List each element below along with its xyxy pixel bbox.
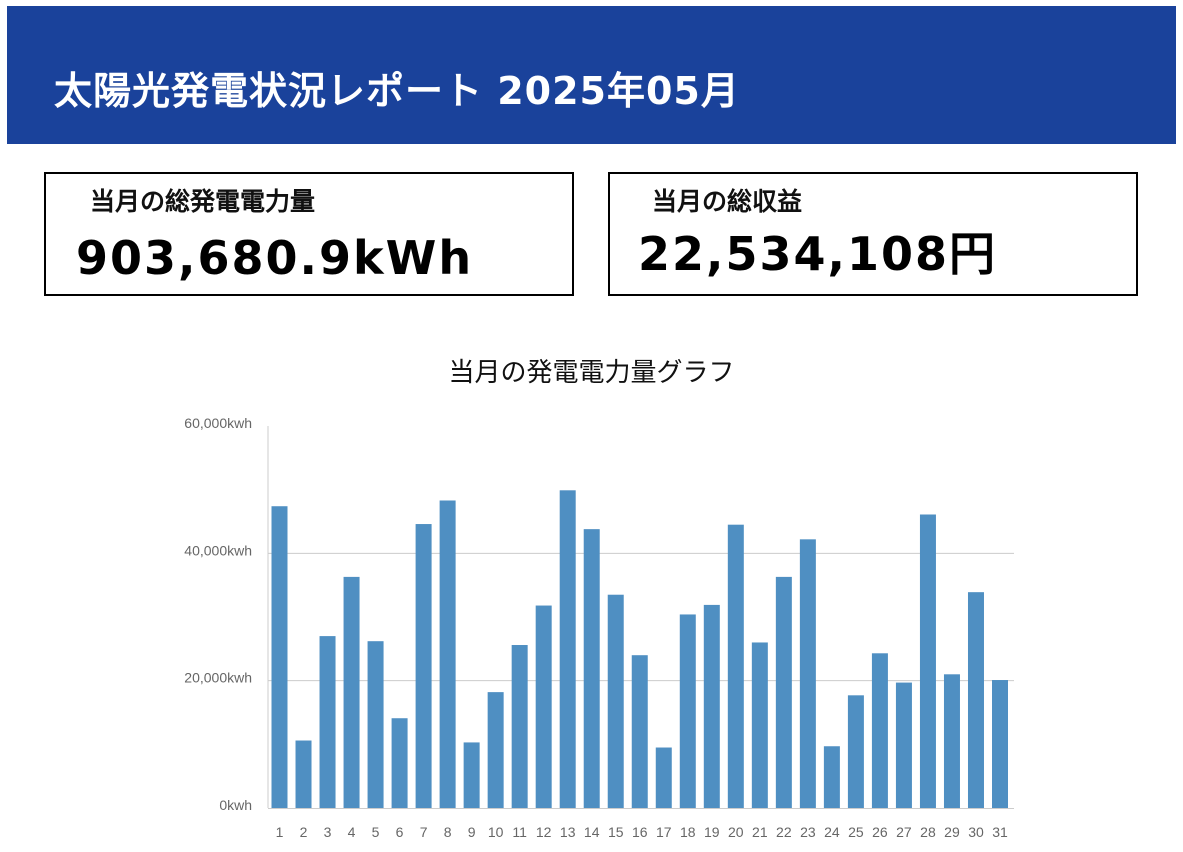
- bar-day-4: [343, 576, 360, 808]
- bar-day-7: [415, 524, 432, 808]
- bar-day-1: [271, 506, 288, 808]
- x-tick-label: 5: [372, 824, 380, 840]
- total-revenue-label: 当月の総収益: [652, 187, 803, 216]
- bar-day-19: [703, 604, 720, 808]
- chart-title: 当月の発電電力量グラフ: [448, 358, 735, 388]
- x-tick-label: 22: [776, 824, 792, 840]
- x-tick-label: 9: [468, 824, 476, 840]
- total-energy-label: 当月の総発電電力量: [90, 187, 316, 216]
- y-tick-label: 40,000kwh: [184, 542, 252, 558]
- total-energy-card: 当月の総発電電力量 903,680.9kWh: [44, 172, 574, 296]
- bar-day-6: [391, 718, 408, 808]
- bar-day-2: [295, 740, 312, 808]
- x-tick-label: 16: [632, 824, 648, 840]
- bar-day-31: [992, 680, 1008, 808]
- report-header: 太陽光発電状況レポート 2025年05月: [7, 6, 1176, 144]
- x-tick-label: 1: [276, 824, 284, 840]
- x-tick-label: 24: [824, 824, 840, 840]
- bar-day-11: [511, 645, 528, 808]
- x-tick-label: 3: [324, 824, 332, 840]
- bar-day-10: [487, 692, 504, 808]
- x-tick-label: 12: [536, 824, 552, 840]
- x-tick-label: 25: [848, 824, 864, 840]
- x-tick-label: 8: [444, 824, 452, 840]
- bar-day-5: [367, 641, 384, 808]
- bar-day-21: [751, 642, 768, 808]
- x-tick-label: 28: [920, 824, 936, 840]
- bar-day-8: [439, 500, 456, 808]
- x-tick-label: 30: [968, 824, 984, 840]
- bar-day-20: [727, 524, 744, 808]
- x-tick-label: 21: [752, 824, 768, 840]
- bar-day-23: [799, 539, 816, 808]
- bar-day-9: [463, 742, 480, 808]
- bar-day-17: [655, 747, 672, 808]
- bar-day-18: [679, 614, 696, 808]
- bar-day-13: [559, 490, 576, 808]
- bar-day-26: [871, 653, 888, 808]
- x-tick-label: 23: [800, 824, 816, 840]
- x-tick-label: 10: [488, 824, 504, 840]
- x-tick-label: 26: [872, 824, 888, 840]
- y-tick-label: 20,000kwh: [184, 670, 252, 686]
- x-tick-label: 27: [896, 824, 912, 840]
- x-tick-label: 13: [560, 824, 576, 840]
- bar-day-28: [919, 514, 936, 808]
- bar-day-22: [775, 576, 792, 808]
- y-tick-label: 0kwh: [219, 797, 252, 813]
- bar-day-24: [823, 746, 840, 808]
- x-tick-label: 17: [656, 824, 672, 840]
- bar-day-16: [631, 655, 648, 808]
- x-tick-label: 18: [680, 824, 696, 840]
- x-tick-label: 2: [300, 824, 308, 840]
- bar-day-25: [847, 695, 864, 808]
- x-tick-label: 6: [396, 824, 404, 840]
- bar-day-30: [967, 592, 984, 808]
- bar-day-27: [895, 682, 912, 808]
- x-tick-label: 31: [992, 824, 1008, 840]
- x-tick-label: 11: [512, 824, 527, 840]
- total-revenue-value: 22,534,108円: [638, 227, 998, 281]
- bar-day-29: [943, 674, 960, 808]
- y-tick-label: 60,000kwh: [184, 415, 252, 431]
- bar-day-12: [535, 605, 552, 808]
- report-title: 太陽光発電状況レポート 2025年05月: [54, 69, 740, 113]
- x-tick-label: 20: [728, 824, 744, 840]
- total-revenue-card: 当月の総収益 22,534,108円: [608, 172, 1138, 296]
- x-tick-label: 4: [348, 824, 356, 840]
- bar-day-14: [583, 529, 600, 808]
- x-tick-label: 29: [944, 824, 960, 840]
- x-tick-label: 15: [608, 824, 624, 840]
- bar-day-3: [319, 636, 336, 808]
- bar-day-15: [607, 594, 624, 808]
- x-tick-label: 7: [420, 824, 428, 840]
- x-tick-label: 19: [704, 824, 720, 840]
- total-energy-value: 903,680.9kWh: [76, 231, 474, 285]
- x-tick-label: 14: [584, 824, 600, 840]
